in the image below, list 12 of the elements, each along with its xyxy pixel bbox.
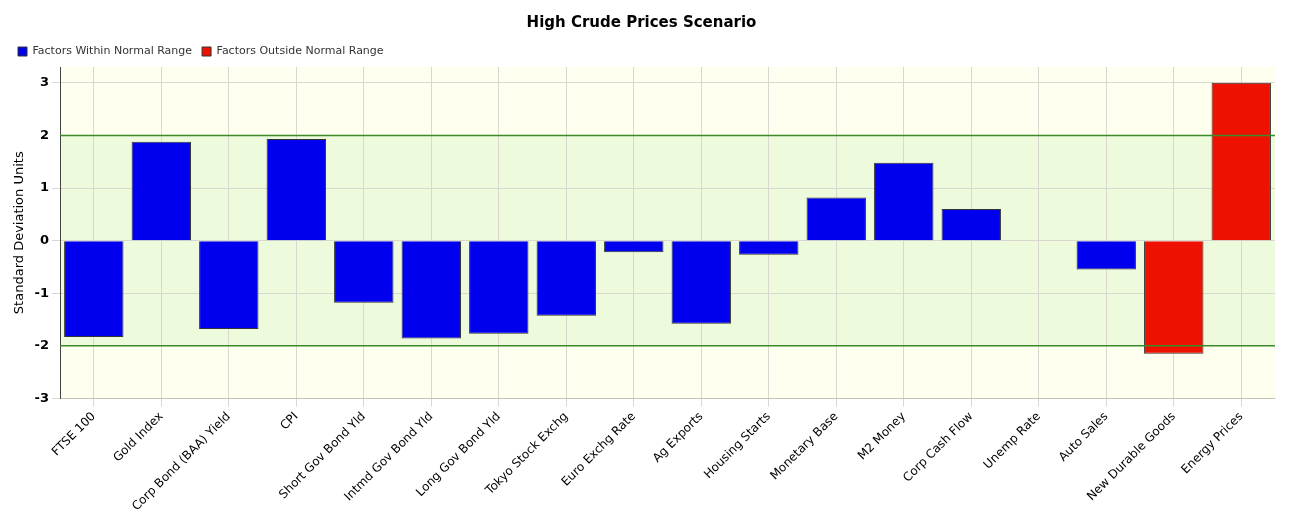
y-tick-label: 0 [39, 232, 50, 247]
y-tick-label: -2 [34, 337, 50, 353]
y-axis-title: Standard Deviation Units [11, 151, 27, 315]
y-tick-label: -3 [34, 389, 50, 405]
x-tick-label: CPI [277, 408, 301, 433]
y-tick-label: 1 [39, 179, 50, 195]
y-tick-label: -1 [34, 284, 50, 300]
legend-label: Factors Outside Normal Range [216, 44, 384, 58]
y-tick-label: 3 [39, 74, 50, 90]
legend-label: Factors Within Normal Range [32, 44, 193, 58]
y-tick-label: 2 [39, 126, 50, 142]
chart-title: High Crude Prices Scenario [526, 12, 757, 31]
